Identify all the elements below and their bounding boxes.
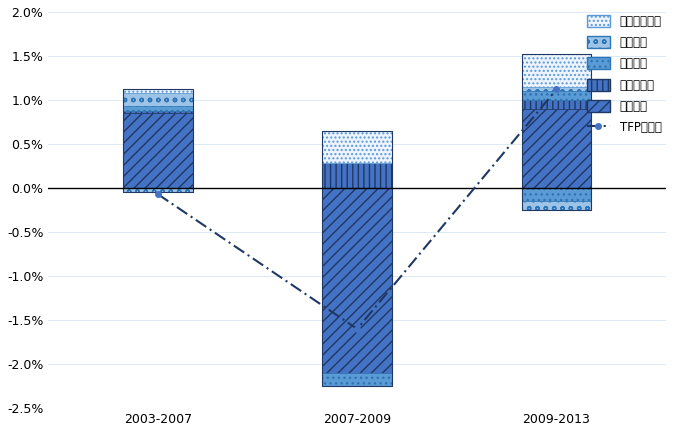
Bar [123, 110, 192, 113]
Bar [123, 106, 192, 110]
Bar [522, 87, 592, 91]
Bar [522, 91, 592, 100]
Bar [522, 100, 592, 109]
Bar [123, 89, 192, 93]
Bar [522, 188, 592, 201]
Bar [322, 131, 392, 163]
Bar [522, 54, 592, 210]
Legend: 業種転換効果, 退出効果, 参入効果, 再配分効果, 内部効果, TFP上昇率: 業種転換効果, 退出効果, 参入効果, 再配分効果, 内部効果, TFP上昇率 [582, 10, 666, 139]
Bar [522, 109, 592, 188]
Bar [123, 93, 192, 106]
Bar [322, 373, 392, 386]
Bar [123, 89, 192, 192]
Bar [322, 131, 392, 386]
Bar [522, 54, 592, 87]
Bar [322, 188, 392, 373]
Bar [522, 201, 592, 210]
Bar [322, 163, 392, 188]
Bar [123, 113, 192, 188]
Bar [123, 188, 192, 192]
